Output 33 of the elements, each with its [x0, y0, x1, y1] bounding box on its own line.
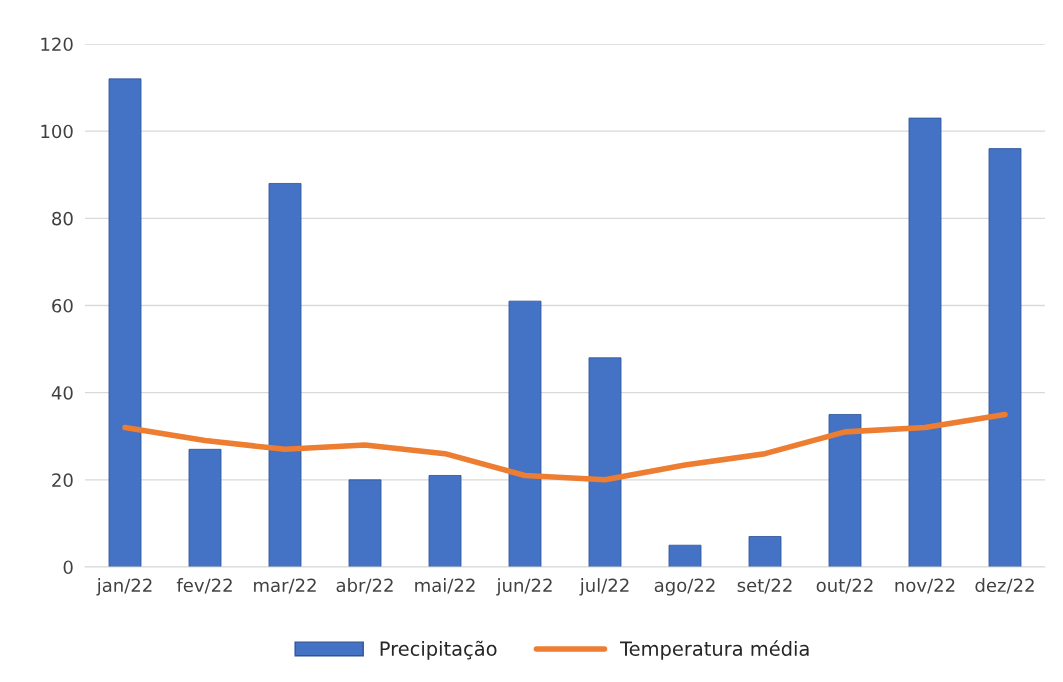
x-tick-label: dez/22 [975, 578, 1034, 594]
y-tick-label: 20 [52, 473, 73, 487]
x-tick-label: abr/22 [336, 578, 393, 594]
x-tick-label: mar/22 [254, 578, 316, 594]
y-tick-label: 120 [41, 37, 73, 52]
bar [988, 148, 1022, 567]
bar [748, 536, 782, 567]
y-tick-label: 0 [63, 560, 73, 575]
x-tick-label: jan/22 [96, 578, 152, 596]
x-tick-label: set/22 [737, 578, 792, 594]
bar [828, 414, 862, 567]
x-tick-label: fev/22 [176, 578, 232, 594]
legend-label: Precipitação [380, 640, 497, 660]
bar [188, 448, 222, 567]
x-tick-label: ago/22 [654, 578, 715, 596]
bar [268, 183, 302, 567]
bar [508, 300, 542, 567]
x-tick-label: jul/22 [579, 578, 629, 596]
bar [908, 117, 942, 567]
y-tick-label: 40 [51, 386, 73, 400]
y-tick-label: 80 [52, 211, 73, 226]
bar [668, 544, 702, 567]
x-tick-label: out/22 [816, 578, 873, 594]
x-tick-label: mai/22 [415, 578, 475, 594]
x-tick-label: jun/22 [496, 578, 552, 596]
bar [348, 479, 382, 567]
bar [108, 78, 142, 567]
bar [428, 475, 462, 567]
x-tick-label: nov/22 [895, 578, 955, 594]
y-tick-label: 100 [41, 124, 73, 139]
bar [588, 357, 622, 567]
legend-label: Temperatura média [620, 640, 809, 660]
y-tick-label: 60 [52, 298, 73, 313]
